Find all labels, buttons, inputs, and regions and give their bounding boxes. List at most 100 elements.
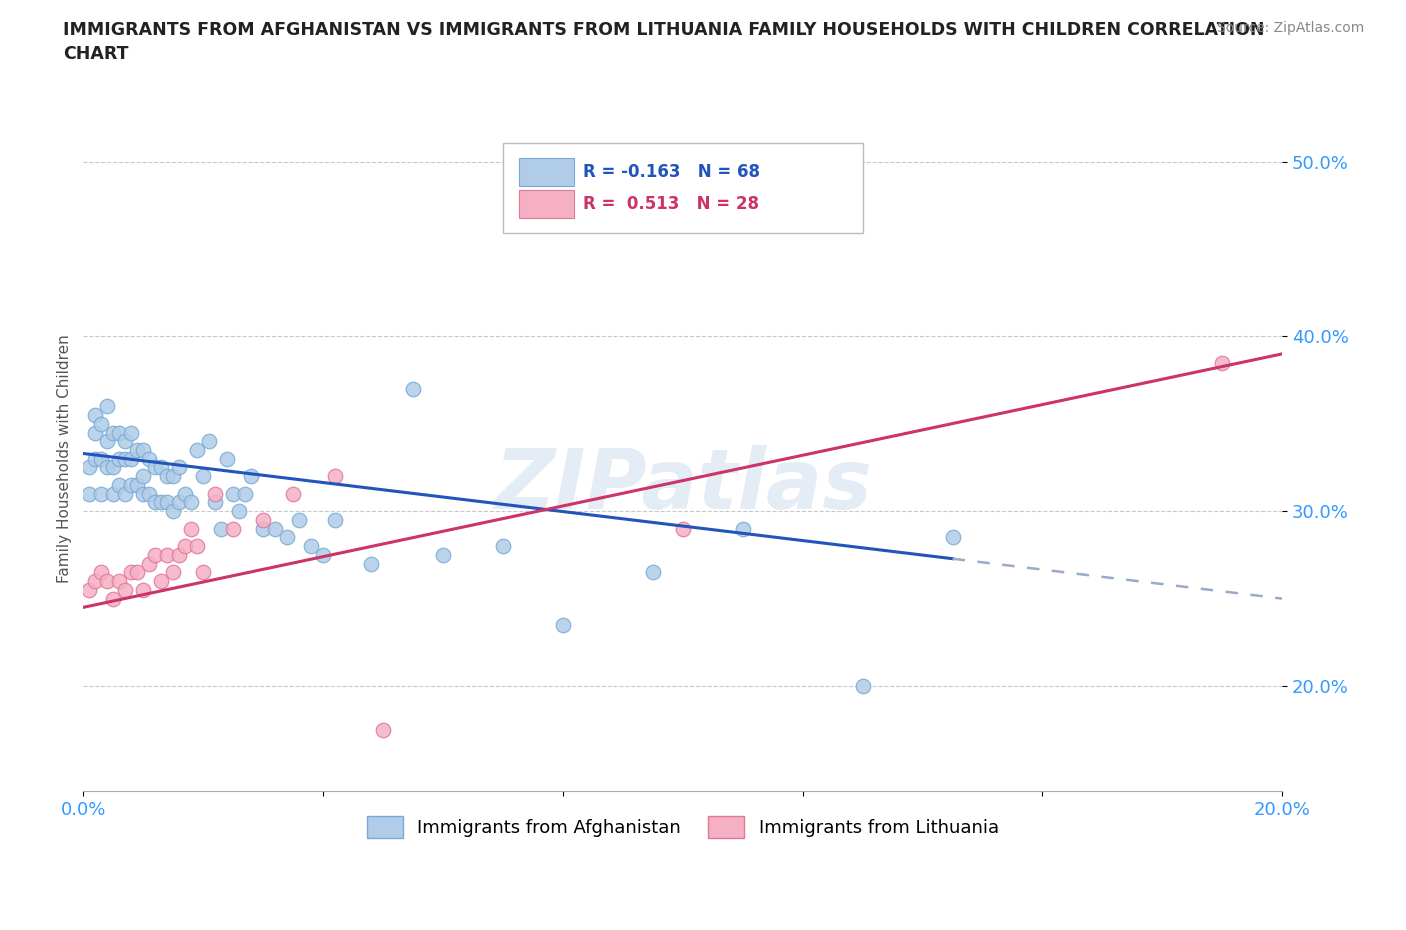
Point: [551, 618, 574, 632]
Point: [84, 451, 107, 466]
Point: [103, 425, 125, 440]
Point: [103, 591, 125, 606]
Text: R = -0.163   N = 68: R = -0.163 N = 68: [583, 163, 761, 180]
Point: [143, 548, 166, 563]
Point: [138, 556, 160, 571]
Point: [114, 433, 136, 448]
Point: [672, 521, 695, 536]
Point: [432, 548, 454, 563]
Text: ZIPatlas: ZIPatlas: [494, 445, 872, 525]
Point: [222, 521, 245, 536]
Point: [84, 574, 107, 589]
Point: [156, 548, 179, 563]
Point: [360, 556, 382, 571]
Point: [233, 486, 256, 501]
Point: [84, 407, 107, 422]
Point: [84, 425, 107, 440]
Point: [222, 486, 245, 501]
FancyBboxPatch shape: [519, 190, 574, 218]
Point: [79, 582, 101, 597]
Point: [174, 538, 197, 553]
Point: [120, 451, 142, 466]
Point: [90, 565, 112, 579]
Point: [156, 469, 179, 484]
Point: [96, 574, 118, 589]
Point: [79, 486, 101, 501]
Legend: Immigrants from Afghanistan, Immigrants from Lithuania: Immigrants from Afghanistan, Immigrants …: [360, 808, 1007, 845]
Point: [180, 495, 202, 510]
Point: [108, 451, 131, 466]
Point: [120, 477, 142, 492]
Point: [186, 443, 208, 458]
Point: [228, 504, 250, 519]
Point: [132, 469, 155, 484]
Point: [108, 425, 131, 440]
Point: [127, 477, 149, 492]
Point: [162, 565, 184, 579]
Point: [402, 381, 425, 396]
Point: [167, 495, 190, 510]
Point: [323, 469, 346, 484]
Point: [312, 548, 335, 563]
Point: [132, 486, 155, 501]
Text: Source: ZipAtlas.com: Source: ZipAtlas.com: [1216, 21, 1364, 35]
Point: [156, 495, 179, 510]
Point: [252, 512, 274, 527]
Point: [641, 565, 664, 579]
Point: [127, 443, 149, 458]
Point: [167, 460, 190, 475]
Point: [96, 460, 118, 475]
FancyBboxPatch shape: [519, 158, 574, 186]
Point: [138, 451, 160, 466]
Point: [288, 512, 311, 527]
Point: [132, 582, 155, 597]
Point: [143, 460, 166, 475]
Point: [731, 521, 754, 536]
Point: [114, 486, 136, 501]
Point: [852, 679, 875, 694]
Point: [162, 504, 184, 519]
Point: [127, 565, 149, 579]
Point: [167, 548, 190, 563]
Point: [492, 538, 515, 553]
Point: [103, 460, 125, 475]
Point: [108, 574, 131, 589]
Point: [143, 495, 166, 510]
Point: [120, 565, 142, 579]
Point: [96, 399, 118, 414]
Point: [96, 433, 118, 448]
Point: [132, 443, 155, 458]
Point: [186, 538, 208, 553]
Point: [276, 530, 298, 545]
Point: [240, 469, 263, 484]
Point: [114, 451, 136, 466]
Point: [120, 425, 142, 440]
Point: [323, 512, 346, 527]
Point: [198, 433, 221, 448]
Point: [299, 538, 322, 553]
Text: CHART: CHART: [63, 45, 129, 62]
Point: [90, 451, 112, 466]
Point: [252, 521, 274, 536]
Point: [90, 417, 112, 432]
Point: [180, 521, 202, 536]
Point: [217, 451, 239, 466]
Point: [114, 582, 136, 597]
FancyBboxPatch shape: [503, 143, 863, 232]
Point: [281, 486, 304, 501]
Point: [209, 521, 232, 536]
Point: [174, 486, 197, 501]
Point: [79, 460, 101, 475]
Point: [193, 565, 215, 579]
Text: IMMIGRANTS FROM AFGHANISTAN VS IMMIGRANTS FROM LITHUANIA FAMILY HOUSEHOLDS WITH : IMMIGRANTS FROM AFGHANISTAN VS IMMIGRANT…: [63, 21, 1265, 39]
Point: [103, 486, 125, 501]
Point: [108, 477, 131, 492]
Y-axis label: Family Households with Children: Family Households with Children: [58, 335, 72, 583]
Point: [941, 530, 963, 545]
Point: [204, 495, 226, 510]
Point: [90, 486, 112, 501]
Point: [371, 723, 394, 737]
Point: [150, 460, 173, 475]
Point: [1211, 355, 1233, 370]
Point: [138, 486, 160, 501]
